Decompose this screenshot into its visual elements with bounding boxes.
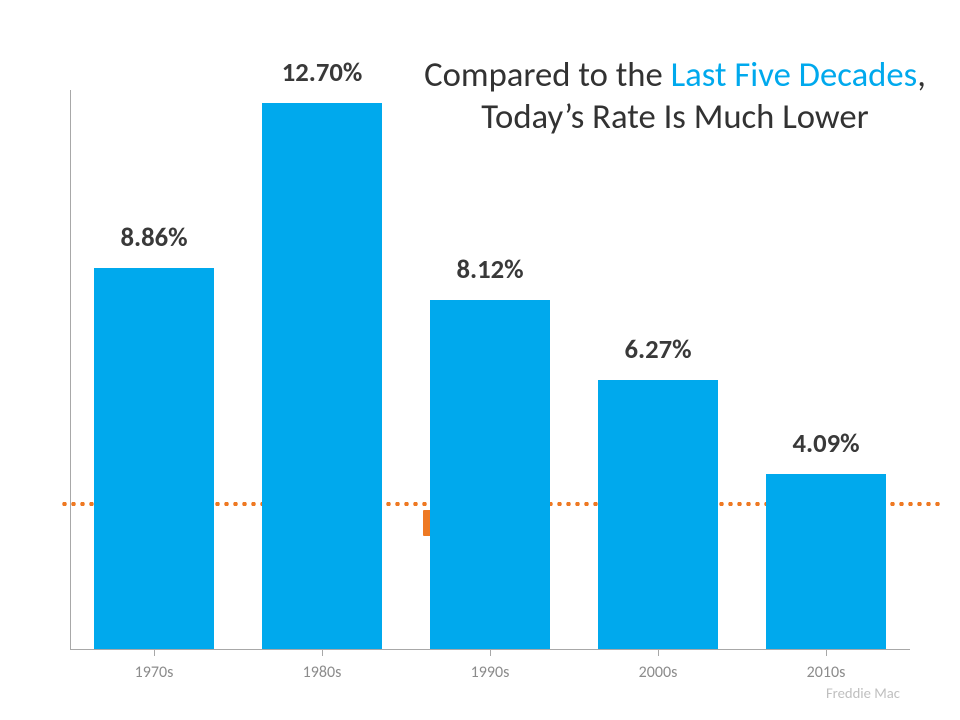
category-labels: 1970s 1980s 1990s 2000s 2010s — [70, 663, 910, 682]
bar-label-1990s: 8.12% — [410, 254, 570, 286]
bar-slot-2000s: 6.27% — [598, 90, 718, 650]
bars-container: 8.86% 12.70% 8.12% 6.27% 4.09% — [70, 90, 910, 650]
bar-slot-2010s: 4.09% — [766, 90, 886, 650]
bar-label-2010s: 4.09% — [746, 428, 906, 460]
x-tick — [490, 650, 491, 656]
cat-2000s: 2000s — [598, 663, 718, 682]
plot-area: Current Rate 8.86% 12.70% 8.12% 6.27% 4.… — [70, 90, 910, 650]
bar-2010s — [766, 474, 886, 650]
bar-label-2000s: 6.27% — [578, 334, 738, 366]
bar-slot-1980s: 12.70% — [262, 90, 382, 650]
cat-1990s: 1990s — [430, 663, 550, 682]
source-credit: Freddie Mac — [826, 684, 900, 702]
bar-slot-1990s: 8.12% — [430, 90, 550, 650]
x-tick — [658, 650, 659, 656]
bar-2000s — [598, 380, 718, 650]
x-tick — [826, 650, 827, 656]
x-tick — [154, 650, 155, 656]
cat-1980s: 1980s — [262, 663, 382, 682]
bar-1980s — [262, 103, 382, 650]
cat-1970s: 1970s — [94, 663, 214, 682]
x-tick — [322, 650, 323, 656]
bar-1990s — [430, 300, 550, 650]
bar-1970s — [94, 268, 214, 650]
cat-2010s: 2010s — [766, 663, 886, 682]
chart-stage: Compared to the Last Five Decades, Today… — [0, 0, 960, 720]
bar-label-1970s: 8.86% — [74, 222, 234, 254]
bar-label-1980s: 12.70% — [242, 57, 402, 89]
bar-slot-1970s: 8.86% — [94, 90, 214, 650]
